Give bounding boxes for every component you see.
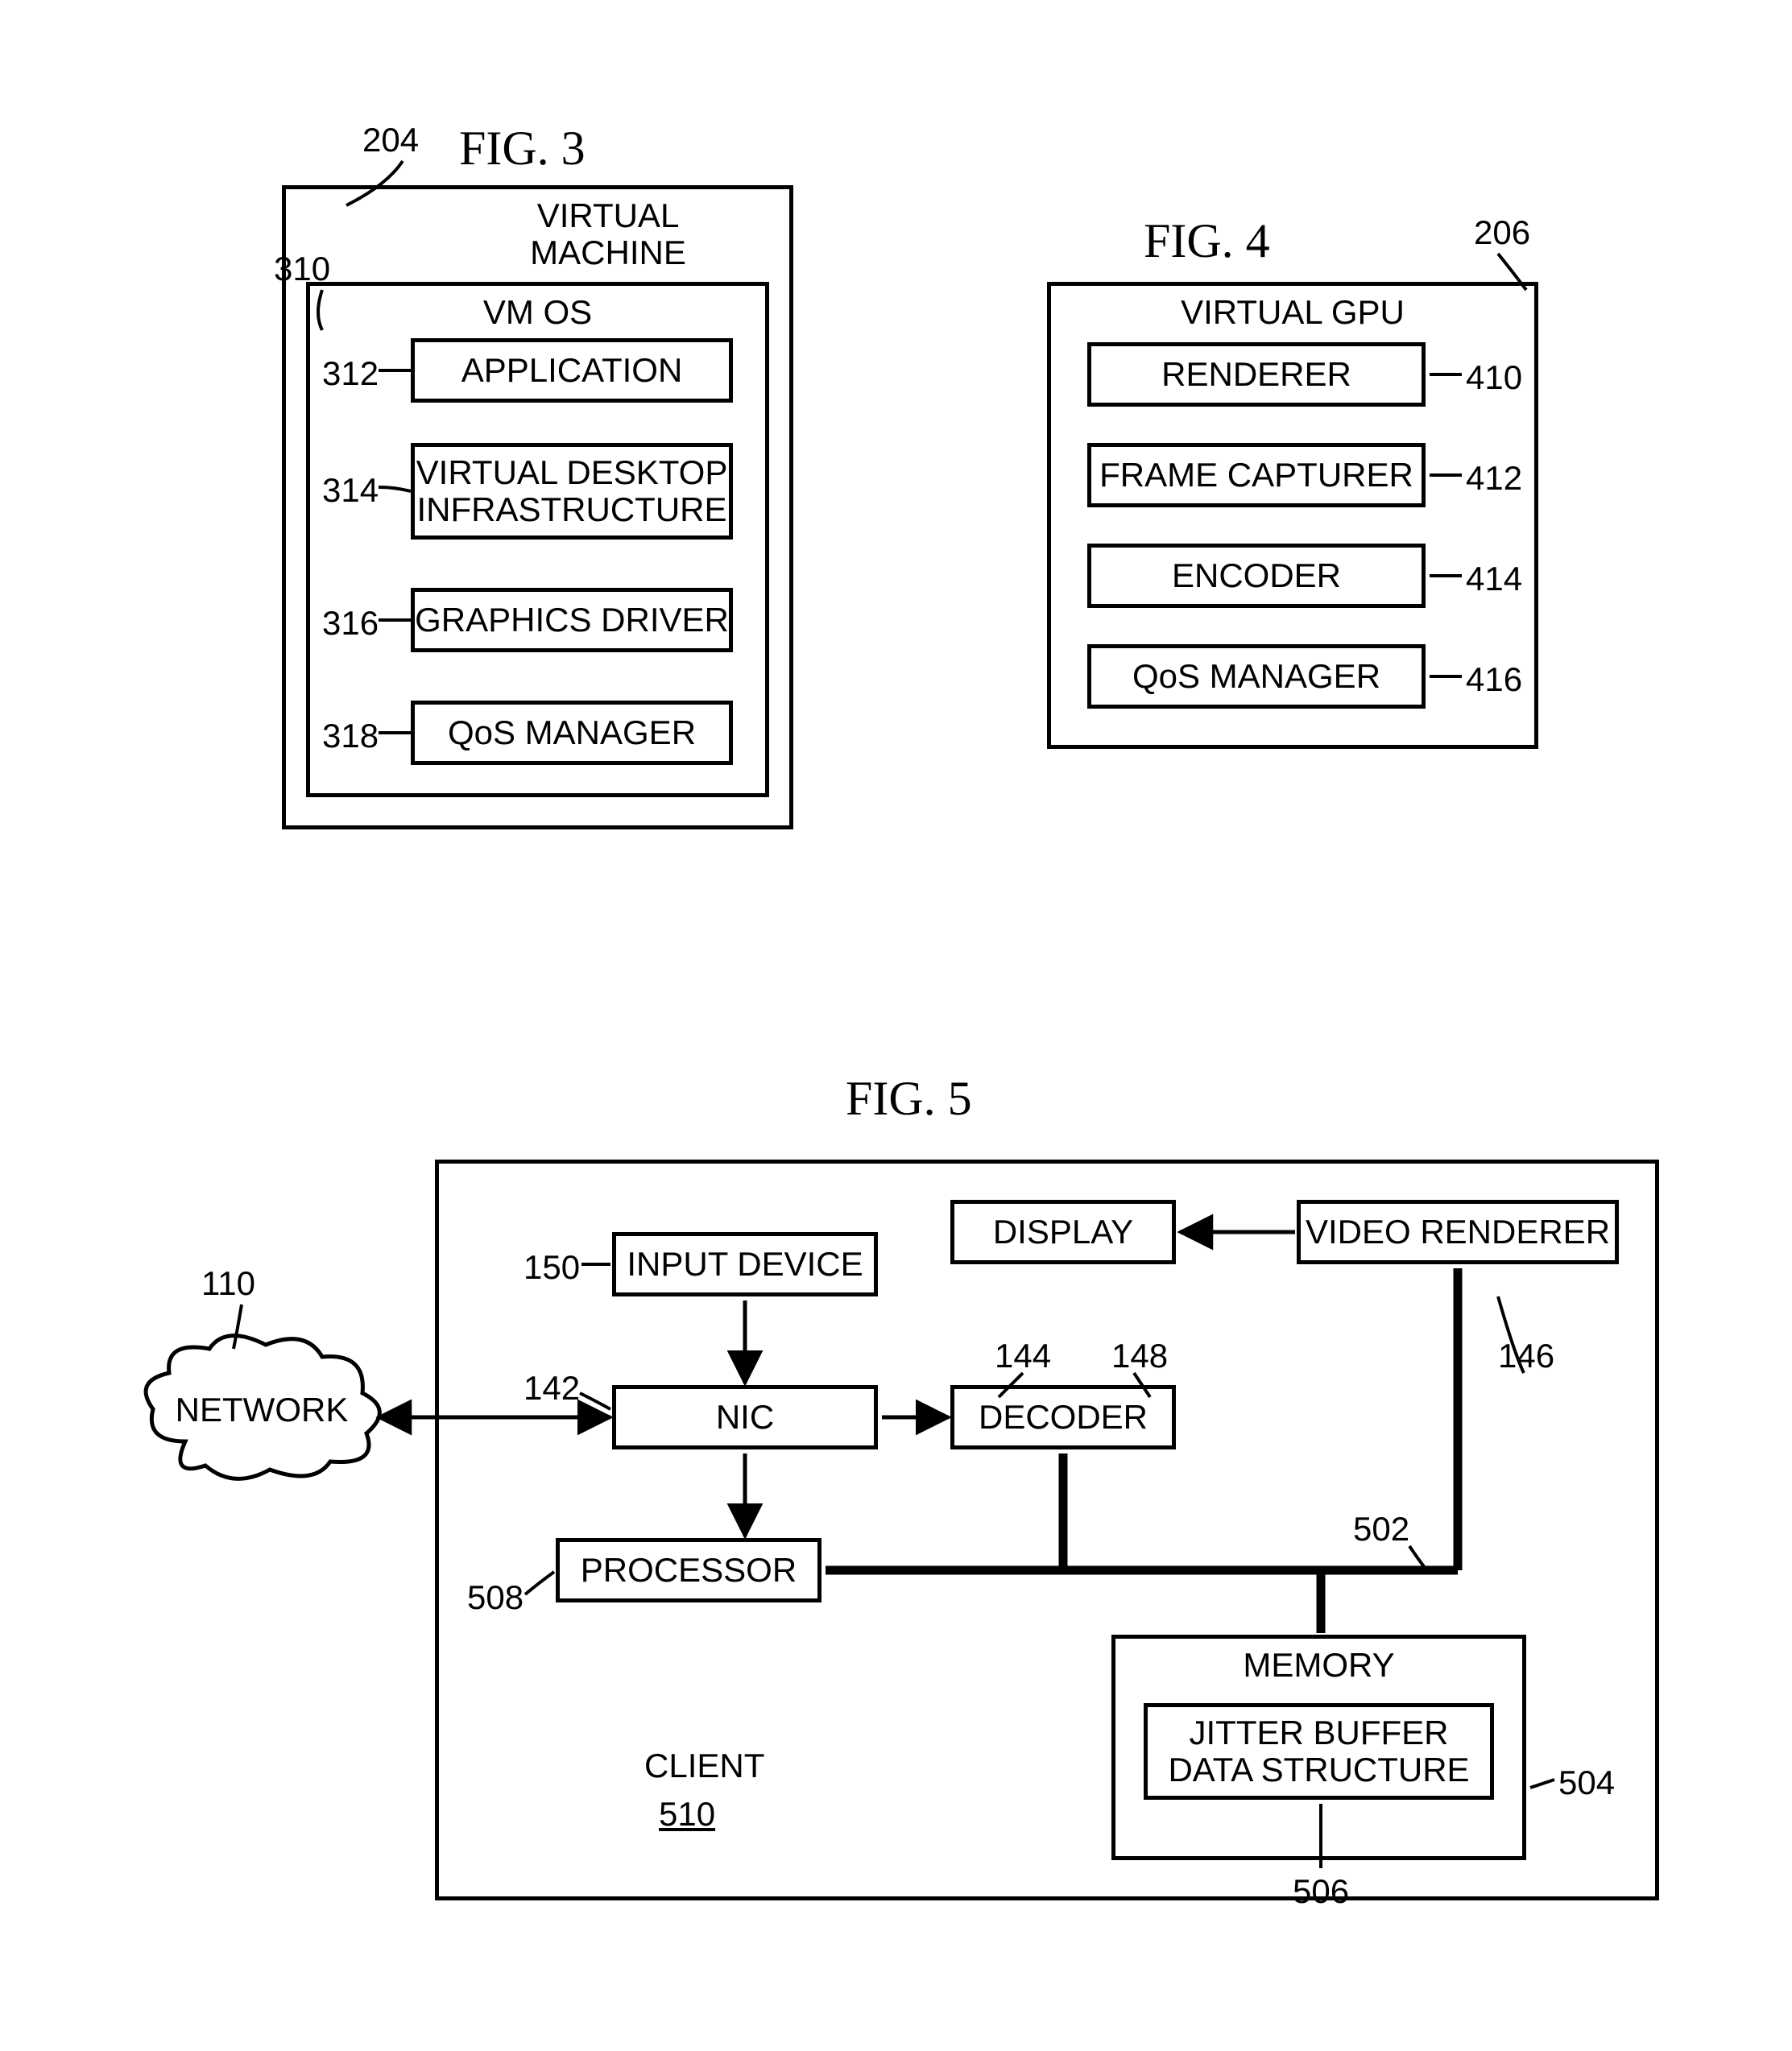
fig4-item-qos-manager-ref: 416 (1466, 660, 1522, 699)
fig5-jitter-ref: 506 (1293, 1872, 1349, 1911)
fig4-item-renderer: RENDERER (1087, 342, 1426, 407)
fig3-item-graphics-driver: GRAPHICS DRIVER (411, 588, 733, 652)
fig3-vm-label: VIRTUAL MACHINE (487, 197, 729, 271)
fig5-input-device-text: INPUT DEVICE (627, 1246, 863, 1283)
fig5-video-renderer: VIDEO RENDERER (1297, 1200, 1619, 1264)
fig5-nic-text: NIC (716, 1399, 774, 1436)
fig5-display-text: DISPLAY (993, 1214, 1133, 1251)
fig5-decoder: DECODER (950, 1385, 1176, 1449)
fig4-item-frame-capturer-ref: 412 (1466, 459, 1522, 498)
fig3-item-graphics-driver-ref: 316 (322, 604, 379, 643)
fig5-video-renderer-text: VIDEO RENDERER (1306, 1214, 1610, 1251)
fig3-item-graphics-driver-text: GRAPHICS DRIVER (415, 602, 729, 639)
fig3-item-qos-manager-text: QoS MANAGER (448, 714, 696, 751)
fig5-display: DISPLAY (950, 1200, 1176, 1264)
fig3-item-vdi-ref: 314 (322, 471, 379, 510)
fig5-network-ref: 110 (201, 1264, 255, 1303)
fig3-item-vdi: VIRTUAL DESKTOP INFRASTRUCTURE (411, 443, 733, 540)
fig3-item-application: APPLICATION (411, 338, 733, 403)
fig4-item-renderer-ref: 410 (1466, 358, 1522, 397)
fig5-video-renderer-ref: 146 (1498, 1337, 1554, 1375)
fig4-vgpu-label: VIRTUAL GPU (1051, 294, 1534, 331)
fig3-item-vdi-text: VIRTUAL DESKTOP INFRASTRUCTURE (416, 454, 728, 528)
fig4-item-frame-capturer: FRAME CAPTURER (1087, 443, 1426, 507)
fig5-jitter-box: JITTER BUFFER DATA STRUCTURE (1144, 1703, 1494, 1800)
fig3-outer-ref: 204 (362, 121, 419, 159)
fig4-item-encoder: ENCODER (1087, 544, 1426, 608)
fig3-vmos-label: VM OS (310, 294, 765, 331)
fig5-display-ref: 148 (1111, 1337, 1168, 1375)
fig5-processor-text: PROCESSOR (581, 1552, 797, 1589)
fig5-memory-label: MEMORY (1115, 1647, 1522, 1684)
fig5-bus-ref: 502 (1353, 1510, 1409, 1549)
fig5-jitter-text: JITTER BUFFER DATA STRUCTURE (1168, 1714, 1469, 1788)
fig5-nic-ref: 142 (524, 1369, 580, 1408)
fig4-item-qos-manager: QoS MANAGER (1087, 644, 1426, 709)
fig3-item-application-ref: 312 (322, 354, 379, 393)
fig5-memory-ref: 504 (1558, 1764, 1615, 1802)
fig5-processor: PROCESSOR (556, 1538, 822, 1602)
fig4-title: FIG. 4 (1144, 213, 1270, 269)
fig3-item-application-text: APPLICATION (461, 352, 683, 389)
fig5-title: FIG. 5 (846, 1071, 972, 1127)
fig3-item-qos-manager-ref: 318 (322, 717, 379, 755)
fig5-nic: NIC (612, 1385, 878, 1449)
fig3-item-qos-manager: QoS MANAGER (411, 701, 733, 765)
fig4-item-encoder-text: ENCODER (1172, 557, 1341, 594)
fig5-client-ref: 510 (659, 1796, 715, 1833)
fig4-outer-ref: 206 (1474, 213, 1530, 252)
fig5-client-label: CLIENT (644, 1747, 764, 1784)
fig5-input-device: INPUT DEVICE (612, 1232, 878, 1296)
fig5-input-device-ref: 150 (524, 1248, 580, 1287)
fig4-item-qos-manager-text: QoS MANAGER (1132, 658, 1380, 695)
fig4-item-frame-capturer-text: FRAME CAPTURER (1099, 457, 1413, 494)
fig5-processor-ref: 508 (467, 1578, 524, 1617)
diagram-canvas: FIG. 3 204 VIRTUAL MACHINE 310 VM OS APP… (32, 32, 1792, 2019)
svg-text:NETWORK: NETWORK (176, 1391, 349, 1429)
fig5-decoder-text: DECODER (979, 1399, 1148, 1436)
fig5-decoder-ref: 144 (995, 1337, 1051, 1375)
fig4-item-renderer-text: RENDERER (1161, 356, 1351, 393)
fig3-title: FIG. 3 (459, 121, 586, 176)
fig4-item-encoder-ref: 414 (1466, 560, 1522, 598)
